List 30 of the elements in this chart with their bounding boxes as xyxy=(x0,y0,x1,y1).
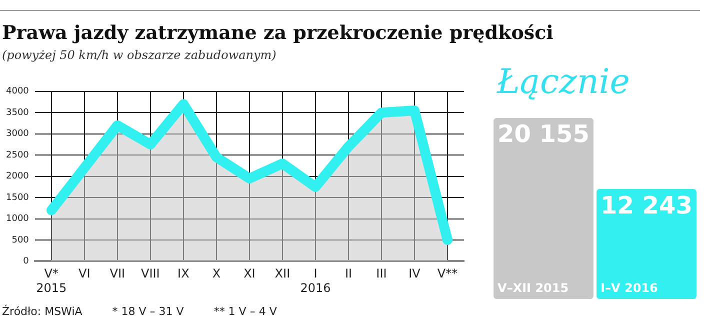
text: * 18 V – 31 V xyxy=(112,305,184,318)
y-tick-label: 3000 xyxy=(6,129,30,140)
x-tick-label: V** xyxy=(437,266,458,281)
x-tick-label: I–V 2016 xyxy=(600,281,658,296)
x-tick-label: XI xyxy=(244,266,256,281)
x-tick-label: VIII xyxy=(141,266,160,281)
y-tick-label: 1500 xyxy=(6,192,30,203)
text: Źródło: MSWiA xyxy=(2,305,82,318)
y-tick-label: 3500 xyxy=(6,108,30,118)
x-tick-label: VII xyxy=(110,266,126,281)
data-label: 12 243 xyxy=(600,191,692,220)
x-tick-label: IX xyxy=(178,266,190,281)
text: ** 1 V – 4 V xyxy=(214,305,277,318)
y-tick-label: 500 xyxy=(12,235,30,246)
x-tick-label: VI xyxy=(78,266,90,281)
x-tick-label: I 2016 xyxy=(300,266,331,295)
x-tick-label: V* 2015 xyxy=(36,266,67,295)
chart-title: Prawa jazdy zatrzymane za przekroczenie prędkości xyxy=(2,22,554,44)
x-tick-label: III xyxy=(376,266,387,281)
y-tick-label: 4000 xyxy=(6,86,30,97)
x-tick-label: XII xyxy=(274,266,290,281)
x-tick-label: II xyxy=(344,266,352,281)
x-tick-label: X xyxy=(212,266,221,281)
y-tick-label: 2000 xyxy=(6,172,30,182)
y-tick-label: 1000 xyxy=(6,214,30,224)
chart-title: Łącznie xyxy=(497,62,630,102)
x-tick-label: IV xyxy=(408,266,422,281)
chart-subtitle: (powyżej 50 km/h w obszarze zabudowanym) xyxy=(2,48,276,62)
y-tick-label: 0 xyxy=(23,256,30,267)
y-tick-label: 2500 xyxy=(6,150,30,160)
